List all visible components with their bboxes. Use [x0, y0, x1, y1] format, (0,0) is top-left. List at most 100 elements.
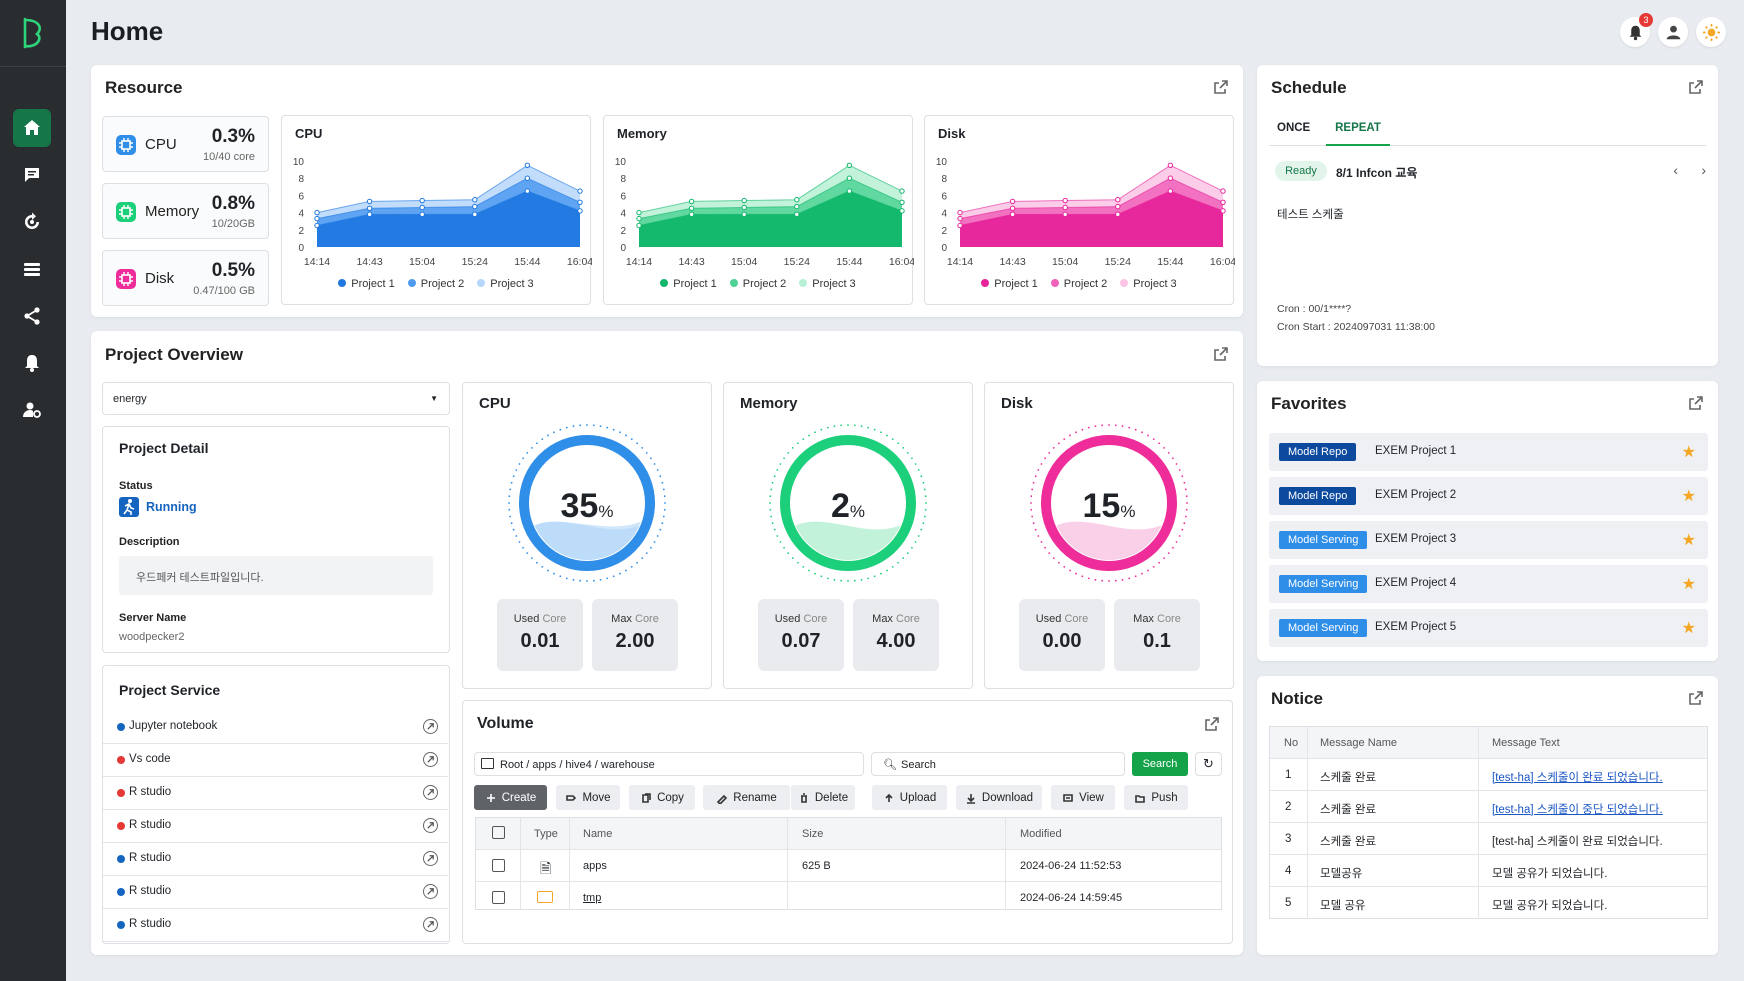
open-icon[interactable] [423, 917, 438, 932]
legend-item[interactable]: Project 3 [477, 278, 534, 290]
external-link-icon[interactable] [1204, 716, 1220, 732]
tab-repeat[interactable]: REPEAT [1326, 115, 1390, 146]
data-point[interactable] [846, 162, 853, 168]
data-point[interactable] [314, 215, 320, 222]
service-item[interactable]: Vs code [103, 744, 448, 777]
legend-item[interactable]: Project 1 [660, 278, 717, 290]
legend-item[interactable]: Project 1 [981, 278, 1038, 290]
open-icon[interactable] [423, 818, 438, 833]
search-button[interactable]: Search [1132, 752, 1188, 776]
data-point[interactable] [577, 188, 583, 194]
data-point[interactable] [957, 209, 963, 216]
star-icon[interactable]: ★ [1681, 576, 1696, 593]
data-point[interactable] [1220, 208, 1226, 214]
table-row[interactable]: 2 스케줄 완료 [test-ha] 스케줄이 중단 되었습니다. [1270, 791, 1707, 823]
tab-once[interactable]: ONCE [1277, 122, 1311, 134]
data-point[interactable] [1009, 205, 1016, 212]
select-all-checkbox[interactable] [492, 826, 505, 839]
service-item[interactable]: R studio [103, 810, 448, 843]
service-item[interactable]: Jupyter notebook [103, 711, 448, 744]
data-point[interactable] [794, 203, 800, 210]
open-icon[interactable] [423, 785, 438, 800]
service-item[interactable]: R studio [103, 777, 448, 810]
view-button[interactable]: View [1051, 785, 1115, 810]
open-icon[interactable] [423, 719, 438, 734]
external-link-icon[interactable] [1213, 346, 1229, 362]
data-point[interactable] [846, 188, 853, 194]
favorite-item[interactable]: Model Repo EXEM Project 1 ★ [1269, 433, 1708, 471]
favorite-item[interactable]: Model Repo EXEM Project 2 ★ [1269, 477, 1708, 515]
data-point[interactable] [899, 199, 905, 205]
data-point[interactable] [899, 188, 905, 194]
table-row[interactable]: 3 스케줄 완료 [test-ha] 스케줄이 완료 되었습니다. [1270, 823, 1707, 855]
search-input[interactable]: 🔍︎ Search [871, 752, 1125, 776]
move-button[interactable]: Move [556, 785, 620, 810]
create-button[interactable]: Create [474, 785, 547, 810]
data-point[interactable] [1009, 198, 1016, 205]
data-point[interactable] [577, 199, 583, 205]
data-point[interactable] [688, 205, 695, 212]
data-point[interactable] [636, 215, 642, 222]
external-link-icon[interactable] [1688, 395, 1704, 411]
next-icon[interactable]: › [1701, 162, 1706, 178]
delete-button[interactable]: Delete [791, 785, 855, 810]
refresh-button[interactable]: ↻ [1195, 752, 1222, 776]
upload-button[interactable]: Upload [872, 785, 947, 810]
notification-button[interactable]: 3 [1620, 13, 1653, 47]
copy-button[interactable]: Copy [629, 785, 695, 810]
row-message-text[interactable]: [test-ha] 스케줄이 중단 되었습니다. [1492, 804, 1663, 816]
profile-button[interactable] [1658, 17, 1688, 47]
nav-user-settings[interactable] [13, 391, 51, 429]
legend-item[interactable]: Project 2 [729, 278, 786, 290]
table-row[interactable]: 1 스케줄 완료 [test-ha] 스케줄이 완료 되었습니다. [1270, 759, 1707, 791]
row-name[interactable]: tmp [583, 892, 602, 904]
push-button[interactable]: Push [1124, 785, 1188, 810]
favorite-item[interactable]: Model Serving EXEM Project 4 ★ [1269, 565, 1708, 603]
data-point[interactable] [957, 215, 963, 222]
data-point[interactable] [794, 211, 800, 218]
open-icon[interactable] [423, 851, 438, 866]
data-point[interactable] [688, 211, 695, 218]
row-checkbox[interactable] [492, 859, 505, 872]
data-point[interactable] [899, 208, 905, 214]
data-point[interactable] [957, 222, 963, 229]
data-point[interactable] [314, 209, 320, 216]
legend-item[interactable]: Project 2 [407, 278, 464, 290]
data-point[interactable] [472, 211, 478, 218]
data-point[interactable] [741, 197, 747, 204]
data-point[interactable] [1167, 175, 1174, 181]
data-point[interactable] [636, 209, 642, 216]
data-point[interactable] [1167, 188, 1174, 194]
service-item[interactable]: R studio [103, 909, 448, 942]
service-item[interactable]: R studio [103, 843, 448, 876]
open-icon[interactable] [423, 752, 438, 767]
data-point[interactable] [419, 204, 425, 211]
theme-toggle[interactable] [1696, 17, 1726, 47]
data-point[interactable] [1220, 199, 1226, 205]
legend-item[interactable]: Project 3 [799, 278, 856, 290]
table-row[interactable]: 4 모델공유 모델 공유가 되었습니다. [1270, 855, 1707, 887]
data-point[interactable] [1115, 197, 1121, 203]
data-point[interactable] [1115, 203, 1121, 210]
data-point[interactable] [366, 198, 373, 205]
data-point[interactable] [846, 175, 853, 181]
external-link-icon[interactable] [1213, 79, 1229, 95]
prev-icon[interactable]: ‹ [1673, 162, 1678, 178]
data-point[interactable] [688, 198, 695, 205]
row-name[interactable]: apps [583, 860, 607, 872]
data-point[interactable] [314, 222, 320, 229]
data-point[interactable] [1062, 197, 1068, 204]
table-row[interactable]: 🗎 apps 625 B 2024-06-24 11:52:53 [476, 850, 1221, 882]
data-point[interactable] [741, 211, 747, 218]
rename-button[interactable]: Rename [703, 785, 790, 810]
data-point[interactable] [1009, 211, 1016, 218]
data-point[interactable] [1062, 211, 1068, 218]
legend-item[interactable]: Project 2 [1050, 278, 1107, 290]
data-point[interactable] [1220, 188, 1226, 194]
nav-home[interactable] [13, 109, 51, 147]
data-point[interactable] [366, 211, 373, 218]
data-point[interactable] [419, 211, 425, 218]
data-point[interactable] [524, 175, 531, 181]
row-message-text[interactable]: [test-ha] 스케줄이 완료 되었습니다. [1492, 772, 1663, 784]
nav-chat[interactable] [13, 156, 51, 194]
